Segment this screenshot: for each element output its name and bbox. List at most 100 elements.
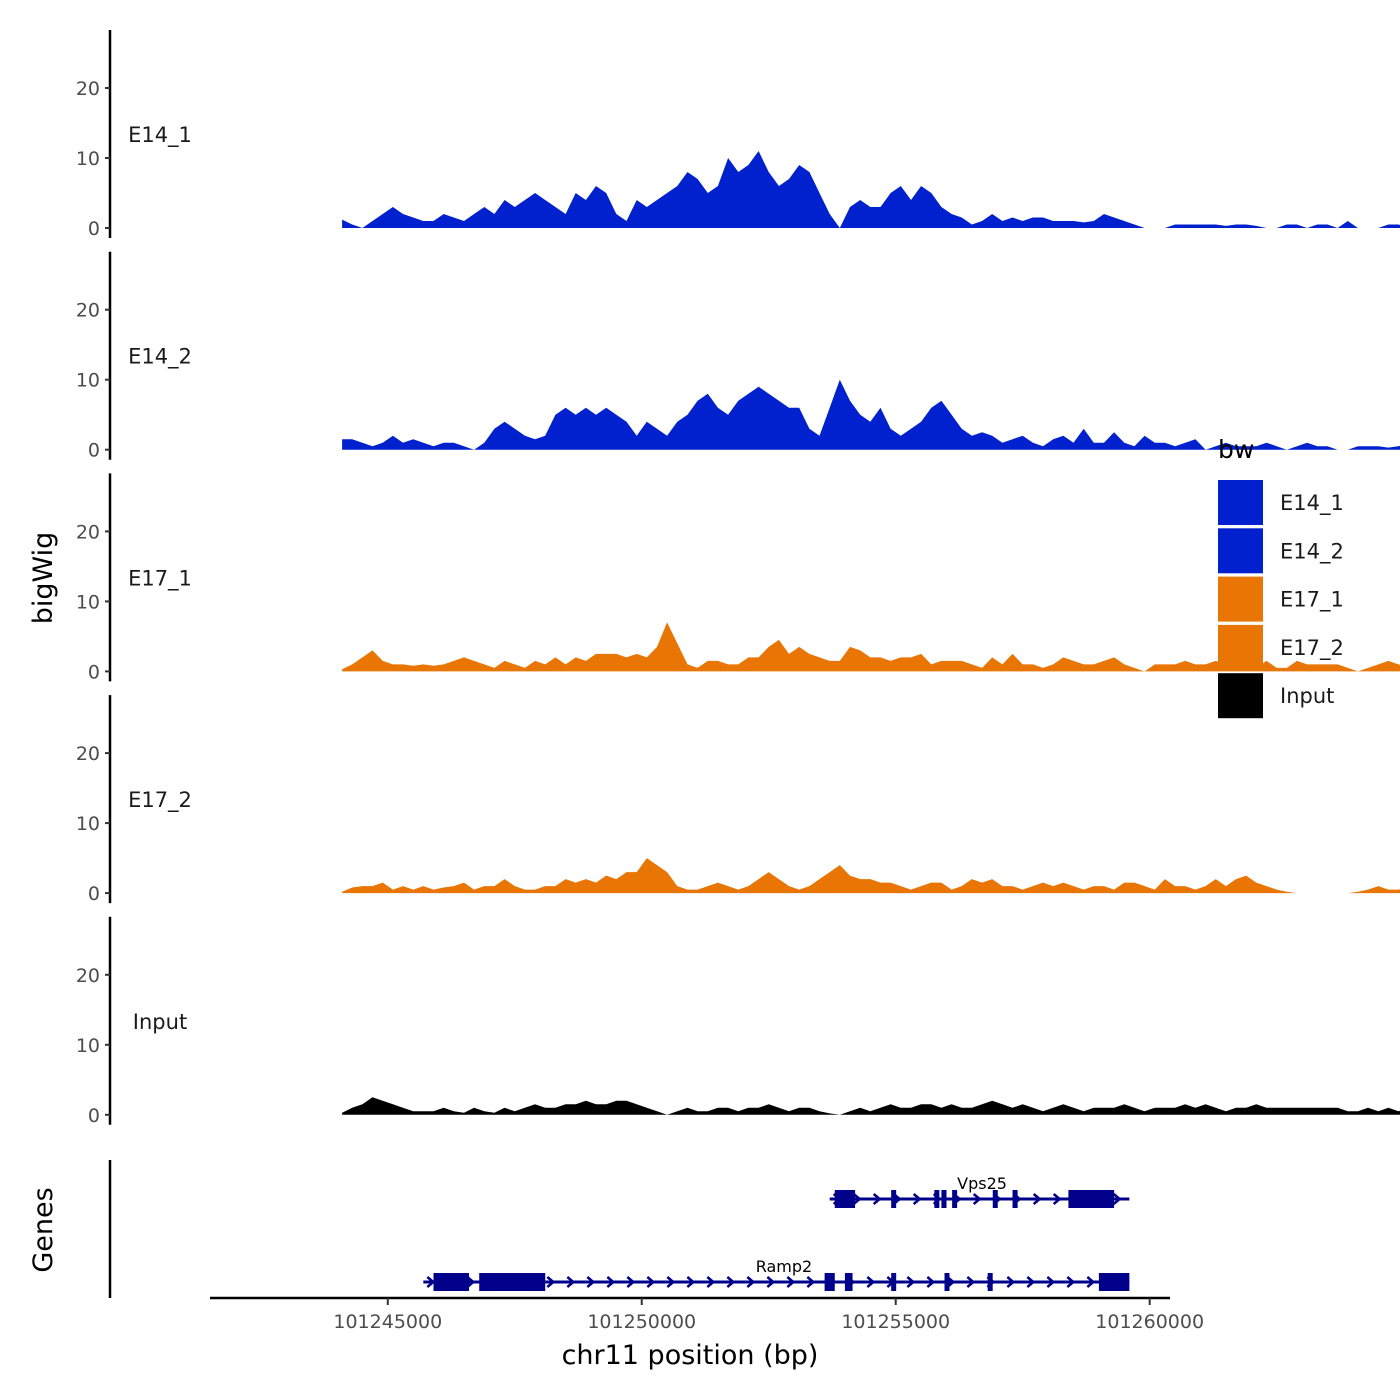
strand-arrow <box>566 1276 576 1288</box>
strand-arrow <box>466 1276 476 1288</box>
legend-title: bw <box>1218 435 1254 464</box>
exon <box>1068 1190 1115 1208</box>
y-tick-label: 20 <box>76 300 100 322</box>
strand-arrow <box>1046 1276 1056 1288</box>
strand-arrow <box>872 1193 882 1205</box>
exon <box>992 1190 998 1208</box>
transcript-Ramp2: Ramp2 <box>423 1257 1130 1291</box>
signal-area-E17_2 <box>342 858 1400 894</box>
signal-area-E14_1 <box>342 151 1400 228</box>
legend-key-E14_1 <box>1218 480 1263 525</box>
strand-arrow <box>766 1276 776 1288</box>
strand-arrow <box>806 1276 816 1288</box>
strand-arrow <box>912 1193 922 1205</box>
genes-panel: Vps25 Ramp2 <box>108 1160 1130 1298</box>
signal-area-E14_2 <box>342 379 1400 450</box>
exon <box>479 1273 546 1291</box>
strand-arrow <box>966 1276 976 1288</box>
strand-arrow <box>972 1193 982 1205</box>
strand-arrow <box>1066 1276 1076 1288</box>
y-tick-label: 20 <box>76 521 100 543</box>
exon <box>944 1273 950 1291</box>
exon <box>1098 1273 1130 1291</box>
y-tick-label: 10 <box>76 813 100 835</box>
strand-arrow <box>426 1276 436 1288</box>
y-tick-label: 0 <box>88 440 100 462</box>
x-axis: 101245000 101250000 101255000 101260000 <box>210 1296 1204 1333</box>
strand-arrow <box>1032 1193 1042 1205</box>
strand-arrow <box>1006 1276 1016 1288</box>
strand-arrow <box>666 1276 676 1288</box>
exon <box>934 1190 940 1208</box>
strand-arrow <box>586 1276 596 1288</box>
exon <box>1012 1190 1018 1208</box>
strand-arrow <box>646 1276 656 1288</box>
strand-arrow <box>746 1276 756 1288</box>
panel-E14_1: 0 10 20 E14_1 <box>76 30 1400 240</box>
strand-arrow <box>786 1276 796 1288</box>
exon <box>891 1273 897 1291</box>
signal-panels: 0 10 20 E14_1 0 10 20 E14_2 0 10 20 E17_1 0 10 20 E17_2… <box>76 30 1400 1127</box>
exon <box>433 1273 470 1291</box>
legend-label-E14_2: E14_2 <box>1280 539 1344 564</box>
strand-arrow <box>866 1276 876 1288</box>
y-tick-label: 10 <box>76 148 100 170</box>
y-tick-label: 20 <box>76 743 100 765</box>
strand-arrow <box>1052 1193 1062 1205</box>
strand-arrow <box>686 1276 696 1288</box>
x-axis-title: chr11 position (bp) <box>562 1340 819 1371</box>
track-label-Input: Input <box>133 1010 187 1034</box>
legend-label-E17_2: E17_2 <box>1280 636 1344 661</box>
strand-arrow <box>852 1193 862 1205</box>
panel-E17_1: 0 10 20 E17_1 <box>76 473 1400 683</box>
strand-arrow <box>726 1276 736 1288</box>
track-label-E17_1: E17_1 <box>128 566 192 591</box>
legend-label-E14_1: E14_1 <box>1280 491 1344 516</box>
exon <box>952 1190 958 1208</box>
strand-arrow <box>1086 1276 1096 1288</box>
exon <box>844 1273 853 1291</box>
transcript-Vps25: Vps25 <box>829 1174 1130 1208</box>
track-label-E14_1: E14_1 <box>128 123 192 148</box>
x-tick-label: 101245000 <box>333 1311 442 1333</box>
y-tick-label: 10 <box>76 370 100 392</box>
y-tick-label: 20 <box>76 965 100 987</box>
legend-key-Input <box>1218 673 1263 719</box>
signal-area-Input <box>342 1097 1400 1115</box>
x-tick-label: 101250000 <box>587 1311 696 1333</box>
exon <box>834 1190 856 1208</box>
strand-arrow <box>1026 1276 1036 1288</box>
strand-arrow <box>606 1276 616 1288</box>
y-tick-label: 20 <box>76 78 100 100</box>
strand-arrow <box>706 1276 716 1288</box>
panel-E14_2: 0 10 20 E14_2 <box>76 251 1400 462</box>
y-axis-title: bigWig <box>28 532 59 625</box>
strand-arrow <box>1112 1193 1122 1205</box>
track-label-E14_2: E14_2 <box>128 345 192 370</box>
exon <box>941 1190 947 1208</box>
x-tick-label: 101255000 <box>841 1311 950 1333</box>
y-tick-label: 10 <box>76 1035 100 1057</box>
strand-arrow <box>546 1276 556 1288</box>
x-tick-label: 101260000 <box>1095 1311 1204 1333</box>
y-tick-label: 0 <box>88 883 100 905</box>
track-label-E17_2: E17_2 <box>128 788 192 813</box>
strand-arrow <box>906 1276 916 1288</box>
legend-label-E17_1: E17_1 <box>1280 588 1344 613</box>
genes-axis-title: Genes <box>28 1187 59 1272</box>
exon <box>824 1273 835 1291</box>
strand-arrow <box>926 1276 936 1288</box>
legend-key-E17_2 <box>1218 624 1263 670</box>
legend: bw E14_1 E14_2 E17_1 E17_2 Input <box>1218 435 1344 719</box>
signal-area-E17_1 <box>342 622 1400 672</box>
y-tick-label: 0 <box>88 1105 100 1127</box>
panel-Input: 0 10 20 Input <box>76 916 1400 1127</box>
gene-label-Ramp2: Ramp2 <box>756 1257 813 1276</box>
legend-key-E14_2 <box>1218 528 1263 574</box>
y-tick-label: 10 <box>76 591 100 613</box>
y-tick-label: 0 <box>88 218 100 240</box>
panel-E17_2: 0 10 20 E17_2 <box>76 695 1400 905</box>
exon <box>891 1190 897 1208</box>
gene-label-Vps25: Vps25 <box>957 1174 1007 1193</box>
